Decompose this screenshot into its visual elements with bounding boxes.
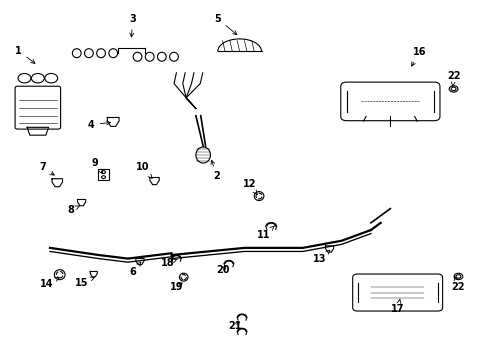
Ellipse shape (450, 87, 455, 91)
Text: 21: 21 (227, 321, 241, 332)
Circle shape (102, 176, 105, 179)
Ellipse shape (455, 275, 460, 278)
Ellipse shape (72, 49, 81, 58)
Text: 2: 2 (210, 160, 220, 181)
Circle shape (18, 73, 31, 83)
Ellipse shape (56, 271, 63, 278)
Circle shape (31, 73, 44, 83)
Text: 18: 18 (161, 258, 177, 268)
FancyBboxPatch shape (340, 82, 439, 121)
Text: 14: 14 (40, 278, 59, 289)
Text: 20: 20 (215, 265, 229, 275)
Ellipse shape (133, 52, 142, 61)
Text: 7: 7 (39, 162, 54, 175)
Ellipse shape (453, 273, 462, 280)
Text: 3: 3 (129, 14, 136, 37)
Ellipse shape (84, 49, 93, 58)
Text: 6: 6 (129, 262, 141, 277)
Text: 17: 17 (390, 299, 404, 314)
Text: 8: 8 (67, 205, 79, 215)
Text: 22: 22 (446, 71, 459, 86)
Text: 11: 11 (257, 226, 274, 240)
Ellipse shape (54, 270, 65, 280)
FancyBboxPatch shape (352, 274, 442, 311)
Ellipse shape (196, 147, 210, 163)
Text: 4: 4 (88, 120, 110, 130)
Circle shape (102, 171, 105, 174)
Text: 12: 12 (242, 179, 257, 194)
Ellipse shape (97, 49, 105, 58)
Ellipse shape (448, 86, 457, 92)
Ellipse shape (181, 275, 186, 280)
Text: 1: 1 (15, 46, 35, 63)
Text: 9: 9 (91, 158, 102, 174)
Ellipse shape (157, 52, 166, 61)
Ellipse shape (254, 192, 264, 201)
Ellipse shape (145, 52, 154, 61)
Text: 22: 22 (451, 276, 464, 292)
Ellipse shape (169, 52, 178, 61)
Text: 15: 15 (75, 277, 94, 288)
Circle shape (45, 73, 58, 83)
Ellipse shape (179, 273, 187, 281)
Text: 13: 13 (312, 250, 329, 264)
FancyBboxPatch shape (15, 86, 61, 129)
Bar (98, 169, 109, 180)
Text: 19: 19 (169, 282, 183, 292)
Text: 16: 16 (411, 47, 426, 66)
Text: 5: 5 (214, 14, 236, 35)
Text: 10: 10 (135, 162, 152, 178)
Ellipse shape (256, 193, 262, 199)
Ellipse shape (109, 49, 117, 58)
